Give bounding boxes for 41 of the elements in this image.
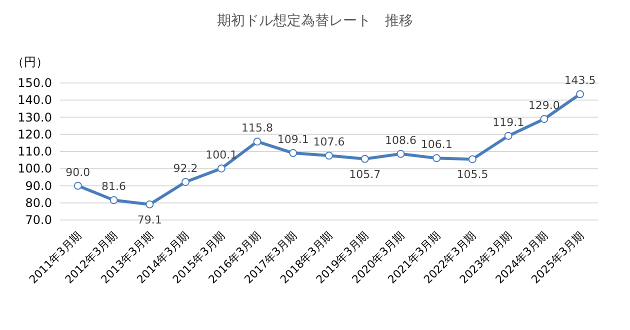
point (576, 90, 584, 98)
data-label: 115.8 (242, 122, 274, 135)
point (360, 154, 369, 163)
point (432, 154, 441, 162)
data-label: 90.0 (66, 166, 90, 179)
point (325, 152, 333, 160)
data-label: 105.5 (456, 168, 488, 182)
data-label: 107.6 (313, 136, 345, 149)
point (182, 178, 190, 186)
point (146, 200, 154, 208)
point (468, 155, 476, 164)
data-label: 92.2 (173, 162, 198, 175)
y-tick-label: 120.0 (18, 127, 52, 142)
y-tick-label: 150.0 (18, 76, 52, 90)
data-label: 108.6 (384, 134, 416, 147)
point (540, 114, 548, 123)
data-label: 81.6 (102, 180, 126, 194)
y-tick-label: 70.0 (25, 213, 52, 227)
data-label: 143.5 (564, 74, 596, 88)
y-tick-label: 110.0 (18, 144, 52, 158)
data-label: 109.1 (277, 133, 309, 146)
y-tick-label: 90.0 (25, 178, 52, 193)
data-label: 119.1 (492, 116, 524, 129)
point (504, 132, 512, 140)
y-axis-title: （円） (12, 55, 48, 69)
point (253, 138, 262, 146)
data-label: 106.1 (420, 138, 452, 152)
y-tick-label: 100.0 (18, 162, 52, 176)
y-tick-label: 140.0 (18, 93, 52, 108)
y-tick-label: 130.0 (18, 110, 52, 124)
data-label: 105.7 (349, 168, 381, 181)
point (217, 164, 226, 172)
point (289, 149, 298, 158)
data-label: 129.0 (528, 98, 560, 112)
data-label: 79.1 (137, 213, 162, 226)
point (110, 196, 118, 204)
point (74, 182, 82, 190)
data-label: 100.1 (206, 148, 238, 162)
chart-title: 期初ドル想定為替レート 推移 (217, 13, 413, 29)
y-tick-label: 80.0 (25, 196, 52, 210)
point (396, 150, 405, 158)
